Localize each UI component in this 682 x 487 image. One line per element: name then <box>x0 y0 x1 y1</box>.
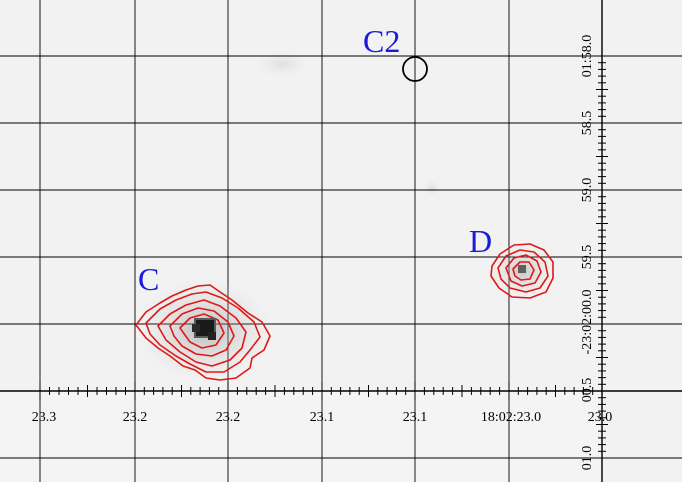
faint-smudge <box>256 50 308 78</box>
ra-tick-label: 23.0 <box>588 410 613 425</box>
dec-tick-label: 01:58.0 <box>580 35 595 77</box>
dec-tick-label: 58.5 <box>580 111 595 136</box>
ra-tick-label: 23.1 <box>403 410 428 425</box>
source-c2-label: C2 <box>363 23 400 59</box>
dec-tick-label: 01.0 <box>580 446 595 471</box>
source-c2-marker <box>402 56 428 82</box>
source-c-label: C <box>138 261 159 297</box>
ra-tick-label: 18:02:23.0 <box>481 410 541 425</box>
source-d-contours <box>490 243 554 299</box>
source-d-core <box>518 265 526 273</box>
source-c-contours <box>135 284 271 381</box>
ra-tick-label: 23.2 <box>123 410 148 425</box>
dec-tick-label: 00.5 <box>580 378 595 403</box>
faint-smudge <box>422 180 442 196</box>
ra-tick-label: 23.3 <box>32 410 57 425</box>
ra-axis-minor-ticks <box>39 382 603 400</box>
ra-tick-label: 23.2 <box>216 410 241 425</box>
lower-strip <box>0 390 600 482</box>
source-d-label: D <box>469 223 492 259</box>
source-c-core <box>192 318 216 340</box>
ra-tick-label: 23.1 <box>310 410 335 425</box>
dec-tick-label: 59.5 <box>580 245 595 270</box>
dec-tick-labels: 01:58.0 58.5 59.0 59.5 -23:02:00.0 00.5 … <box>580 35 595 470</box>
dec-tick-label: 59.0 <box>580 178 595 203</box>
dec-tick-label: -23:02:00.0 <box>580 290 595 355</box>
ra-tick-labels: 23.3 23.2 23.2 23.1 23.1 18:02:23.0 23.0 <box>32 410 613 425</box>
dec-axis-minor-ticks <box>593 55 611 459</box>
